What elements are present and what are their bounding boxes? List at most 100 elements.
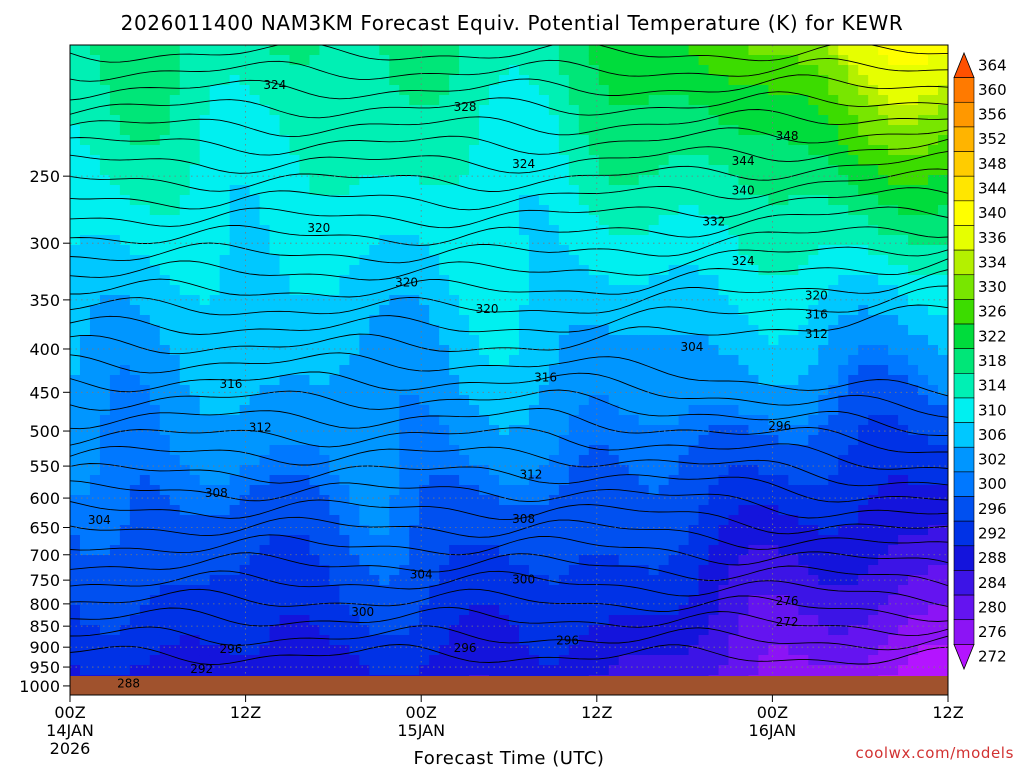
field-cell xyxy=(279,365,291,376)
field-cell xyxy=(538,475,550,486)
field-cell xyxy=(399,375,410,386)
field-cell xyxy=(349,635,360,646)
field-cell xyxy=(359,545,370,556)
field-cell xyxy=(149,175,161,186)
field-cell xyxy=(409,395,420,406)
field-cell xyxy=(79,85,91,96)
field-cell xyxy=(728,365,740,376)
field-cell xyxy=(518,645,530,656)
field-cell xyxy=(369,115,380,126)
field-cell xyxy=(578,305,590,316)
field-cell xyxy=(239,195,251,206)
field-cell xyxy=(558,185,570,196)
field-cell xyxy=(429,475,440,486)
field-cell xyxy=(708,295,720,306)
field-cell xyxy=(818,105,829,116)
field-cell xyxy=(568,135,580,146)
field-cell xyxy=(259,425,271,436)
field-cell xyxy=(499,195,510,206)
field-cell xyxy=(289,555,301,566)
field-cell xyxy=(618,105,630,116)
field-cell xyxy=(269,85,281,96)
field-cell xyxy=(139,375,151,386)
field-cell xyxy=(439,635,450,646)
field-cell xyxy=(568,335,580,346)
field-cell xyxy=(179,565,191,576)
field-cell xyxy=(628,665,640,676)
field-cell xyxy=(489,495,500,506)
field-cell xyxy=(588,505,600,516)
field-cell xyxy=(429,405,440,416)
field-cell xyxy=(798,515,809,526)
field-cell xyxy=(758,95,770,106)
field-cell xyxy=(708,65,720,76)
field-cell xyxy=(638,135,650,146)
field-cell xyxy=(249,615,261,626)
field-cell xyxy=(708,285,720,296)
field-cell xyxy=(109,545,121,556)
field-cell xyxy=(588,455,600,466)
field-cell xyxy=(259,295,271,306)
field-cell xyxy=(449,335,460,346)
field-cell xyxy=(479,665,490,676)
field-cell xyxy=(648,515,660,526)
field-cell xyxy=(668,105,680,116)
field-cell xyxy=(209,255,221,266)
field-cell xyxy=(558,475,570,486)
field-cell xyxy=(598,195,610,206)
field-cell xyxy=(608,405,620,416)
field-cell xyxy=(279,625,291,636)
field-cell xyxy=(159,625,171,636)
field-cell xyxy=(209,565,221,576)
field-cell xyxy=(349,355,360,366)
field-cell xyxy=(758,85,770,96)
field-cell xyxy=(169,175,181,186)
field-cell xyxy=(309,545,321,556)
field-cell xyxy=(768,605,779,616)
field-cell xyxy=(568,155,580,166)
field-cell xyxy=(189,315,201,326)
field-cell xyxy=(279,75,291,86)
field-cell xyxy=(698,275,710,286)
field-cell xyxy=(289,505,301,516)
field-cell xyxy=(788,355,799,366)
field-cell xyxy=(469,255,480,266)
field-cell xyxy=(768,85,779,96)
field-cell xyxy=(379,335,390,346)
field-cell xyxy=(558,85,570,96)
field-cell xyxy=(598,595,610,606)
field-cell xyxy=(339,495,350,506)
field-cell xyxy=(728,615,740,626)
field-cell xyxy=(339,515,350,526)
field-cell xyxy=(189,365,201,376)
field-cell xyxy=(119,425,131,436)
field-cell xyxy=(798,125,809,136)
field-cell xyxy=(419,505,430,516)
field-cell xyxy=(439,305,450,316)
field-cell xyxy=(628,165,640,176)
field-cell xyxy=(419,485,430,496)
field-cell xyxy=(239,45,251,56)
field-cell xyxy=(648,525,660,536)
field-cell xyxy=(329,555,340,566)
field-cell xyxy=(818,355,829,366)
field-cell xyxy=(489,115,500,126)
field-cell xyxy=(149,205,161,216)
field-cell xyxy=(698,665,710,676)
field-cell xyxy=(179,335,191,346)
field-cell xyxy=(518,255,530,266)
field-cell xyxy=(798,85,809,96)
field-cell xyxy=(618,145,630,156)
field-cell xyxy=(109,465,121,476)
field-cell xyxy=(568,445,580,456)
field-cell xyxy=(349,175,360,186)
field-cell xyxy=(568,255,580,266)
field-cell xyxy=(788,245,799,256)
field-cell xyxy=(648,155,660,166)
field-cell xyxy=(369,455,380,466)
field-cell xyxy=(578,245,590,256)
field-cell xyxy=(159,275,171,286)
field-cell xyxy=(429,565,440,576)
field-cell xyxy=(179,555,191,566)
field-cell xyxy=(578,55,590,66)
